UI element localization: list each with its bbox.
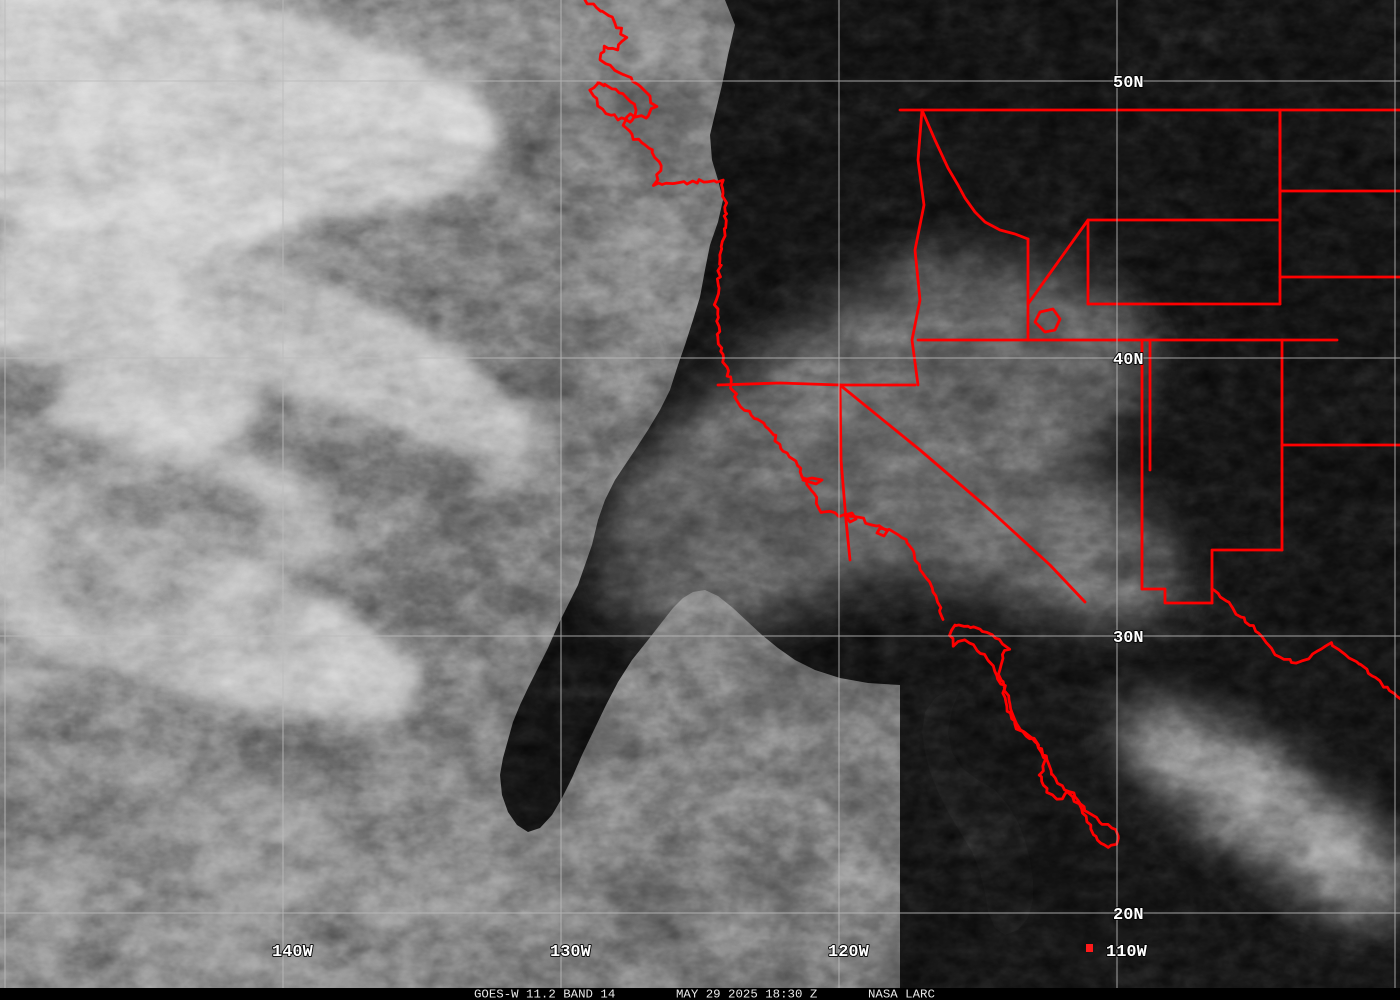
svg-text:30N: 30N [1113, 629, 1144, 648]
svg-text:40N: 40N [1113, 351, 1144, 370]
svg-text:140W: 140W [272, 943, 314, 962]
svg-text:MAY 29 2025 18:30 Z: MAY 29 2025 18:30 Z [676, 988, 817, 1000]
svg-text:GOES-W 11.2 BAND 14: GOES-W 11.2 BAND 14 [474, 988, 615, 1000]
svg-text:NASA LARC: NASA LARC [868, 988, 935, 1000]
svg-text:110W: 110W [1106, 943, 1148, 962]
svg-text:120W: 120W [828, 943, 870, 962]
svg-text:130W: 130W [550, 943, 592, 962]
svg-text:20N: 20N [1113, 906, 1144, 925]
svg-text:50N: 50N [1113, 74, 1144, 93]
